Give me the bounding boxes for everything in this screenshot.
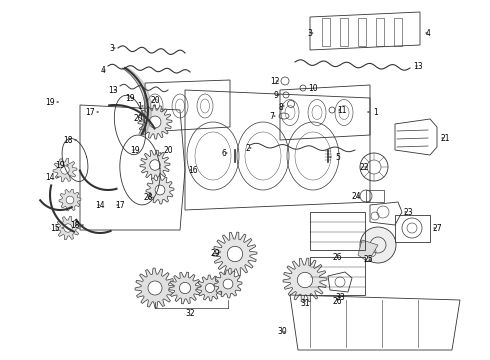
Text: 3: 3 bbox=[308, 28, 313, 37]
Polygon shape bbox=[146, 176, 174, 204]
Text: 15: 15 bbox=[50, 224, 60, 233]
Text: 19: 19 bbox=[130, 145, 140, 154]
Polygon shape bbox=[213, 232, 257, 276]
Text: 27: 27 bbox=[432, 224, 442, 233]
Bar bbox=[376, 18, 384, 46]
Circle shape bbox=[149, 116, 161, 128]
Text: 8: 8 bbox=[279, 103, 283, 112]
Polygon shape bbox=[138, 105, 172, 139]
Text: 26: 26 bbox=[332, 252, 342, 261]
Circle shape bbox=[155, 185, 165, 195]
Text: 20: 20 bbox=[163, 145, 173, 154]
Bar bbox=[340, 18, 348, 46]
Text: 20: 20 bbox=[150, 95, 160, 104]
Polygon shape bbox=[59, 189, 81, 211]
Text: 14: 14 bbox=[45, 172, 55, 181]
Text: 4: 4 bbox=[100, 66, 105, 75]
Polygon shape bbox=[53, 158, 77, 182]
Polygon shape bbox=[56, 216, 80, 240]
Bar bbox=[310, 212, 365, 250]
Text: 2: 2 bbox=[245, 144, 250, 153]
Text: 22: 22 bbox=[359, 162, 369, 171]
Text: 13: 13 bbox=[108, 86, 118, 95]
Polygon shape bbox=[283, 258, 327, 302]
Text: 16: 16 bbox=[188, 166, 198, 175]
Text: 1: 1 bbox=[138, 102, 143, 111]
Text: 4: 4 bbox=[425, 28, 430, 37]
Circle shape bbox=[360, 227, 396, 263]
Text: 7: 7 bbox=[270, 112, 274, 121]
Text: 14: 14 bbox=[95, 201, 105, 210]
Text: 21: 21 bbox=[440, 134, 450, 143]
Text: 9: 9 bbox=[273, 90, 278, 99]
Circle shape bbox=[61, 166, 69, 174]
Bar bbox=[310, 257, 365, 295]
Text: 6: 6 bbox=[221, 149, 226, 158]
Bar bbox=[322, 18, 330, 46]
Polygon shape bbox=[140, 150, 170, 180]
Polygon shape bbox=[358, 240, 378, 262]
Text: 13: 13 bbox=[413, 62, 423, 71]
Text: 23: 23 bbox=[403, 207, 413, 216]
Polygon shape bbox=[214, 270, 242, 298]
Bar bbox=[366, 190, 384, 202]
Text: 18: 18 bbox=[63, 135, 73, 144]
Text: 17: 17 bbox=[115, 201, 125, 210]
Polygon shape bbox=[135, 268, 175, 308]
Circle shape bbox=[64, 224, 72, 232]
Text: 26: 26 bbox=[332, 297, 342, 306]
Bar bbox=[394, 18, 402, 46]
Text: 20: 20 bbox=[133, 113, 143, 122]
Text: 5: 5 bbox=[336, 153, 341, 162]
Circle shape bbox=[179, 282, 191, 294]
Text: 33: 33 bbox=[335, 293, 345, 302]
Polygon shape bbox=[169, 272, 201, 304]
Circle shape bbox=[150, 160, 160, 170]
Text: 30: 30 bbox=[277, 328, 287, 337]
Text: 31: 31 bbox=[300, 298, 310, 307]
Text: 10: 10 bbox=[308, 84, 318, 93]
Text: 25: 25 bbox=[363, 256, 373, 265]
Circle shape bbox=[205, 283, 215, 293]
Text: 28: 28 bbox=[143, 193, 153, 202]
Circle shape bbox=[223, 279, 233, 289]
Text: 29: 29 bbox=[210, 249, 220, 258]
Bar bbox=[358, 18, 366, 46]
Text: 17: 17 bbox=[85, 108, 95, 117]
Circle shape bbox=[148, 281, 162, 295]
Text: 1: 1 bbox=[373, 108, 378, 117]
Text: 32: 32 bbox=[185, 309, 195, 318]
Circle shape bbox=[227, 246, 243, 262]
Polygon shape bbox=[197, 275, 223, 301]
Text: 19: 19 bbox=[55, 161, 65, 170]
Text: 19: 19 bbox=[45, 98, 55, 107]
Text: 12: 12 bbox=[270, 77, 280, 86]
Circle shape bbox=[66, 196, 74, 204]
Text: 3: 3 bbox=[110, 44, 115, 53]
Text: 24: 24 bbox=[351, 192, 361, 201]
Text: 19: 19 bbox=[125, 94, 135, 103]
Circle shape bbox=[297, 272, 313, 288]
Text: 11: 11 bbox=[337, 105, 347, 114]
Text: 18: 18 bbox=[70, 220, 80, 230]
